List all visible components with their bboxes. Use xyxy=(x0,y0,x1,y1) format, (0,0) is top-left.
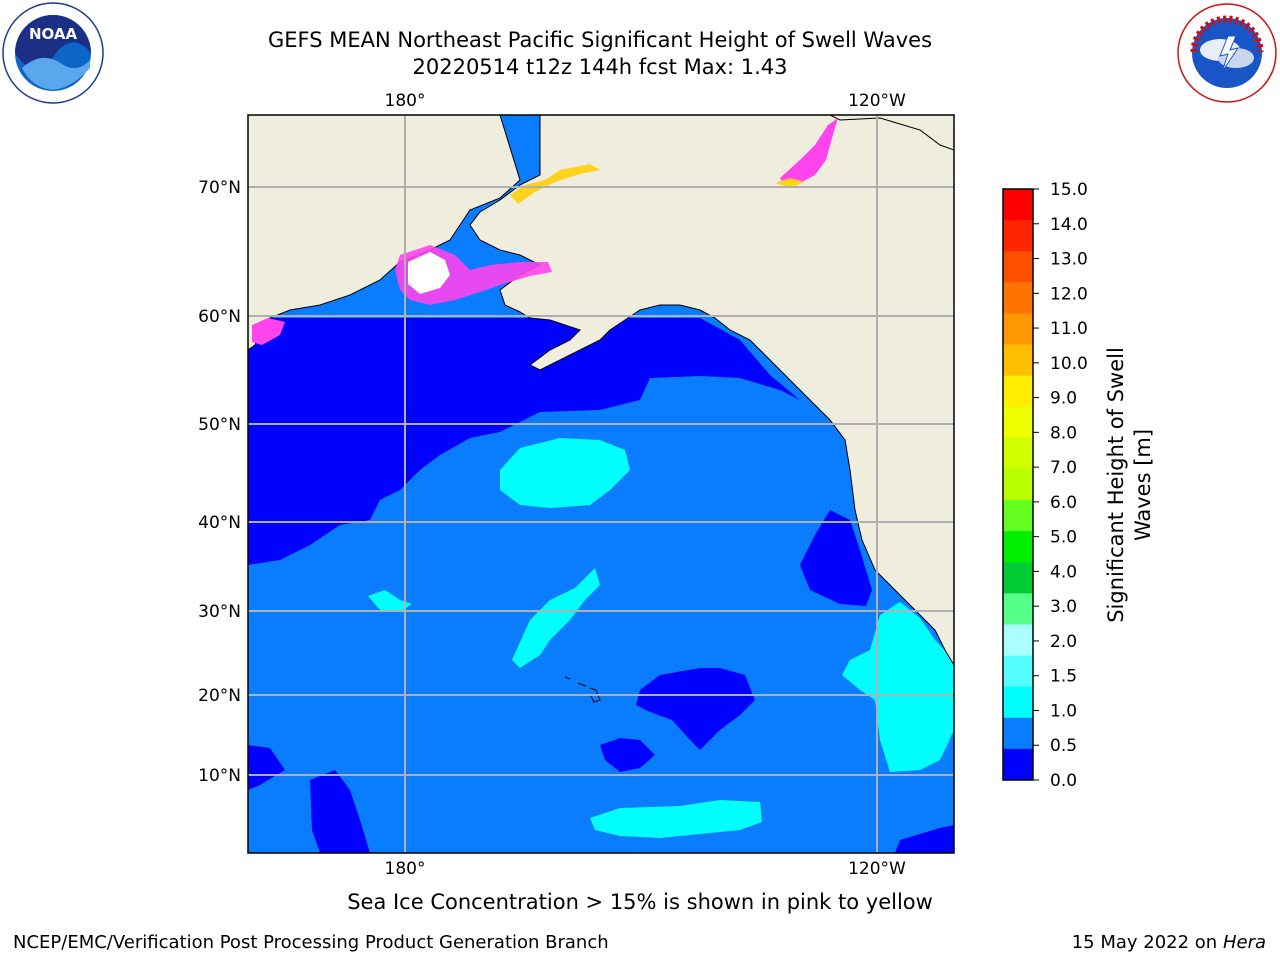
sea-ice-bering-core xyxy=(408,252,450,294)
footer-date: 15 May 2022 on Hera xyxy=(1072,932,1266,953)
swell-low-north xyxy=(248,318,800,565)
lon-label-bottom-180: 180° xyxy=(385,859,426,879)
footer-date-text: 15 May 2022 on xyxy=(1071,932,1218,953)
lon-label-bottom-120w: 120°W xyxy=(848,859,906,879)
swell-low-southwest xyxy=(248,745,285,790)
sea-ice-beaufort xyxy=(780,118,838,186)
footer-branch: NCEP/EMC/Verification Post Processing Pr… xyxy=(13,932,609,953)
hawaii-islands xyxy=(564,676,601,703)
swell-low-california xyxy=(800,510,872,606)
land-arctic-islands xyxy=(829,115,954,151)
map-frame xyxy=(247,114,955,854)
nws-logo xyxy=(1177,3,1277,103)
graticule xyxy=(248,115,954,853)
lat-label-60n: 60°N xyxy=(198,307,241,327)
chart-subtitle: 20220514 t12z 144h fcst Max: 1.43 xyxy=(412,55,788,79)
lon-label-top-120w: 120°W xyxy=(848,91,906,111)
sea-ice-west xyxy=(252,318,285,345)
lat-label-30n: 30°N xyxy=(198,602,241,622)
lat-label-50n: 50°N xyxy=(198,415,241,435)
swell-mid-diagonal xyxy=(512,568,600,668)
sea-ice-note: Sea Ice Concentration > 15% is shown in … xyxy=(347,890,933,914)
sea-ice-beaufort-yellow xyxy=(775,178,805,188)
noaa-logo-text: NOAA xyxy=(29,25,78,43)
land-north-america xyxy=(469,115,954,666)
swell-mid-small xyxy=(368,590,412,612)
swell-low-south-hawaii xyxy=(636,668,755,750)
chart-title: GEFS MEAN Northeast Pacific Significant … xyxy=(267,28,933,52)
lat-label-10n: 10°N xyxy=(198,766,241,786)
swell-low-bottom-right xyxy=(895,825,954,853)
lat-label-20n: 20°N xyxy=(198,686,241,706)
swell-low-southwest-2 xyxy=(310,770,370,853)
swell-mid-central xyxy=(500,438,630,508)
lat-label-40n: 40°N xyxy=(198,513,241,533)
sea-ice-chukchi-yellow xyxy=(510,164,600,204)
swell-mid-baja xyxy=(842,602,954,772)
lat-label-70n: 70°N xyxy=(198,178,241,198)
noaa-logo: NOAA xyxy=(2,2,104,104)
swell-mid-south xyxy=(590,800,762,838)
swell-low-patch-small xyxy=(600,738,655,772)
lon-label-top-180: 180° xyxy=(385,91,426,111)
footer-host: Hera xyxy=(1222,932,1266,953)
